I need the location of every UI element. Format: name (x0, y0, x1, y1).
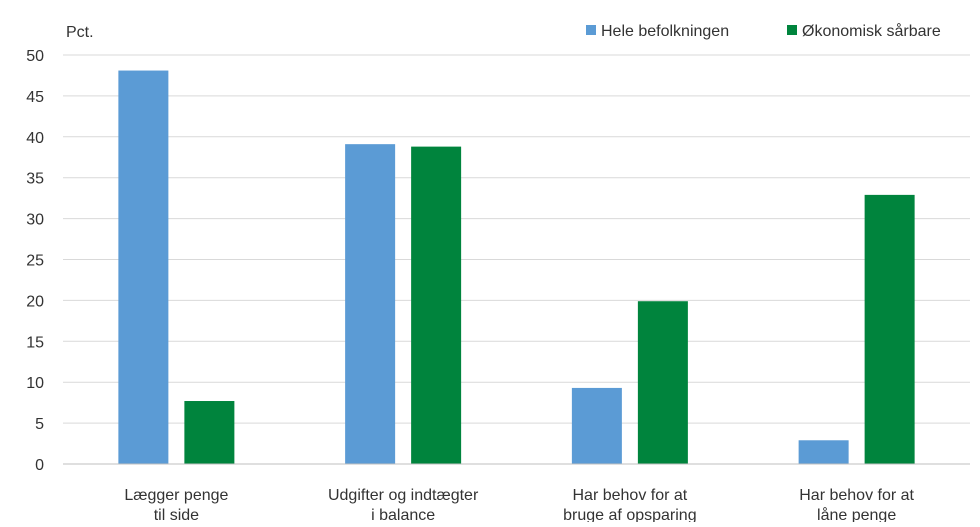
legend-swatch (586, 25, 596, 35)
y-tick-label: 20 (26, 293, 44, 310)
legend-label: Økonomisk sårbare (802, 22, 941, 40)
legend-swatch (787, 25, 797, 35)
x-category-label: Har behov for at (573, 487, 688, 504)
bar (864, 194, 915, 465)
x-axis-labels: Lægger penge til side Udgifter og indtægte… (124, 487, 914, 524)
bars (118, 70, 915, 465)
bar (571, 387, 622, 464)
bar (798, 440, 849, 464)
bar (345, 144, 396, 465)
x-category-label: Udgifter og indtægter (328, 487, 479, 504)
gridlines (63, 54, 970, 424)
y-tick-label: 50 (26, 48, 44, 65)
x-category-label: låne penge (817, 506, 896, 522)
y-tick-label: 45 (26, 89, 44, 106)
y-tick-label: 30 (26, 212, 44, 229)
x-category-label: i balance (371, 507, 435, 522)
x-category-label: Lægger penge (124, 487, 228, 504)
legend-label: Hele befolkningen (601, 23, 729, 40)
y-tick-label: 0 (35, 457, 44, 474)
y-axis-ticks: 0 5 10 15 20 25 30 35 40 45 50 (26, 48, 44, 474)
y-tick-label: 10 (26, 375, 44, 392)
y-tick-label: 25 (26, 253, 44, 270)
y-tick-label: 35 (26, 171, 44, 188)
y-unit-label: Pct. (66, 24, 94, 41)
bar (118, 70, 169, 465)
y-tick-label: 40 (26, 130, 44, 147)
bar (411, 146, 462, 464)
y-tick-label: 5 (35, 416, 44, 433)
bar (184, 401, 235, 464)
x-category-label: Har behov for at (799, 487, 914, 504)
legend: Hele befolkningen Økonomisk sårbare (586, 22, 941, 40)
bar (637, 301, 688, 464)
y-tick-label: 15 (26, 334, 44, 351)
x-category-label: bruge af opsparing (563, 507, 696, 522)
x-category-label: til side (154, 507, 199, 522)
